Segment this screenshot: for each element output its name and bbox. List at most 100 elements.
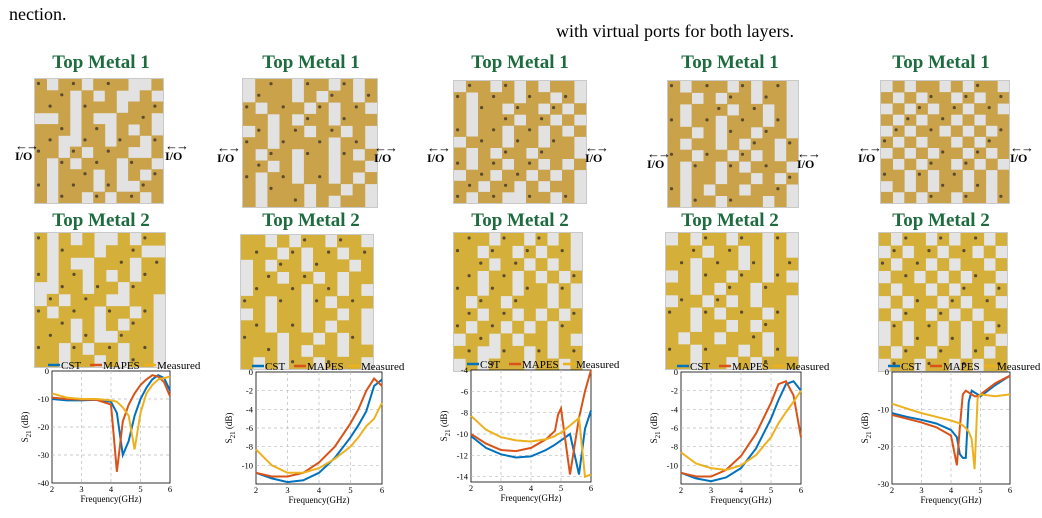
layout-pattern-svg: [454, 81, 587, 204]
io-label-text: I/O: [427, 151, 445, 165]
x-tick-label: 6: [168, 484, 172, 494]
x-axis-label: Frequency(GHz): [289, 495, 350, 505]
io-label-text: I/O: [797, 157, 815, 171]
io-label-text: I/O: [15, 149, 33, 163]
y-tick-label: 0: [249, 367, 253, 377]
y-tick-label: -6: [246, 423, 253, 433]
title-top-metal-2: Top Metal 2: [892, 210, 990, 231]
io-port-label-right: ←→ I/O: [1010, 141, 1034, 165]
s21-chart-5: CST MAPES Measured 2 3 4 5 6 0 -10 -20 -30 Frequency…: [860, 361, 1041, 505]
sample-column-3: Top Metal 1 ←→ I/O ←→ I/O Top Metal 2 CST MAPES…: [427, 52, 620, 518]
io-label-text: I/O: [585, 151, 603, 165]
x-tick-label: 5: [138, 484, 142, 494]
legend-label-mapes: MAPES: [943, 361, 980, 373]
legend-label-measured: Measured: [786, 361, 830, 373]
title-top-metal-1: Top Metal 1: [262, 52, 360, 73]
x-tick-label: 4: [529, 483, 534, 493]
y-axis-label: S21 (dB): [439, 411, 452, 442]
legend-label-mapes: MAPES: [307, 361, 344, 373]
series-line-measured: [51, 375, 171, 450]
title-top-metal-2: Top Metal 2: [471, 210, 569, 231]
layout-pattern-svg: [668, 81, 799, 208]
legend-label-measured: Measured: [361, 361, 405, 373]
x-tick-label: 5: [559, 483, 563, 493]
series-line-measured: [680, 390, 802, 472]
io-arrow-icon: ←→: [647, 146, 671, 161]
io-port-label-right: ←→ I/O: [165, 138, 189, 162]
io-arrow-icon: ←→: [374, 140, 398, 155]
title-top-metal-1: Top Metal 1: [681, 52, 779, 73]
x-axis-label: Frequency(GHz): [501, 493, 562, 503]
sample-column-4: Top Metal 1 ←→ I/O ←→ I/O Top Metal 2 CST MAPES…: [645, 52, 830, 518]
layout-image-top-metal-1: [453, 80, 587, 204]
y-tick-label: -10: [457, 429, 468, 439]
x-axis-label: Frequency(GHz): [711, 495, 772, 505]
y-tick-label: -14: [457, 472, 469, 482]
y-tick-label: -4: [461, 365, 469, 375]
legend-label-mapes: MAPES: [522, 359, 559, 371]
text-fragment-right: with virtual ports for both layers.: [556, 21, 794, 41]
legend-label-mapes: MAPES: [103, 360, 140, 372]
y-axis-label: S21 (dB): [860, 413, 873, 444]
io-arrow-icon: ←→: [165, 138, 189, 153]
y-tick-label: 0: [45, 366, 49, 376]
io-port-label-left: ←→ I/O: [427, 140, 451, 165]
layout-pattern-svg: [35, 79, 164, 204]
layout-pattern-svg: [879, 233, 1008, 372]
x-tick-label: 4: [109, 484, 114, 494]
legend-label-mapes: MAPES: [732, 361, 769, 373]
io-arrow-icon: ←→: [427, 140, 451, 155]
layout-pattern-svg: [881, 81, 1010, 204]
y-tick-label: -8: [671, 442, 678, 452]
y-tick-label: -20: [878, 442, 889, 452]
y-tick-label: -2: [246, 386, 253, 396]
legend-label-measured: Measured: [157, 360, 201, 372]
title-top-metal-2: Top Metal 2: [681, 210, 779, 231]
io-label-text: I/O: [217, 151, 235, 165]
y-tick-label: -40: [38, 478, 49, 488]
layout-pattern-svg: [666, 233, 799, 370]
series-line-cst: [470, 410, 592, 475]
chart-legend: CST MAPES Measured: [677, 361, 830, 373]
x-tick-label: 3: [709, 485, 713, 495]
x-tick-label: 5: [348, 485, 352, 495]
layout-image-top-metal-2: [240, 234, 374, 370]
legend-label-cst: CST: [61, 360, 81, 372]
layout-image-top-metal-2: [453, 232, 583, 372]
y-axis-label: S21 (dB): [649, 413, 662, 444]
legend-label-cst: CST: [480, 359, 500, 371]
x-tick-label: 6: [799, 485, 803, 495]
x-tick-label: 4: [739, 485, 744, 495]
layout-pattern-svg: [454, 233, 583, 372]
io-port-label-left: ←→ I/O: [858, 141, 882, 164]
series-line-mapes: [255, 376, 383, 478]
s21-chart-1: CST MAPES Measured 2 3 4 5 6 0 -10 -20 -30 -40 Freque…: [20, 360, 201, 504]
y-tick-label: -10: [242, 460, 253, 470]
io-label-text: I/O: [1010, 151, 1028, 165]
legend-label-cst: CST: [265, 361, 285, 373]
io-port-label-right: ←→ I/O: [585, 141, 609, 165]
series-line-cst: [680, 380, 802, 483]
x-tick-label: 3: [919, 485, 923, 495]
y-tick-label: -6: [461, 386, 468, 396]
x-tick-label: 4: [949, 485, 954, 495]
io-port-label-right: ←→ I/O: [374, 140, 398, 164]
x-tick-label: 6: [589, 483, 593, 493]
y-tick-label: -2: [671, 386, 678, 396]
y-tick-label: -30: [878, 479, 889, 489]
series-line-measured: [891, 393, 1011, 470]
title-top-metal-1: Top Metal 1: [892, 52, 990, 73]
chart-legend: CST MAPES Measured: [888, 361, 1041, 373]
y-tick-label: -10: [667, 460, 678, 470]
x-tick-label: 2: [679, 485, 683, 495]
s21-chart-4: CST MAPES Measured 2 3 4 5 6 0 -2 -4 -6 -8 -10 Frequen…: [649, 361, 830, 505]
sample-column-1: Top Metal 1 ←→ I/O ←→ I/O Top Metal 2 CST MAPES…: [15, 52, 201, 518]
title-top-metal-2: Top Metal 2: [262, 210, 360, 231]
io-port-label-right: ←→ I/O: [797, 147, 821, 171]
x-tick-label: 3: [285, 485, 289, 495]
layout-pattern-svg: [241, 235, 374, 370]
x-tick-label: 3: [79, 484, 83, 494]
y-tick-label: -4: [671, 404, 679, 414]
io-label-text: I/O: [647, 157, 665, 171]
title-top-metal-1: Top Metal 1: [52, 52, 150, 73]
